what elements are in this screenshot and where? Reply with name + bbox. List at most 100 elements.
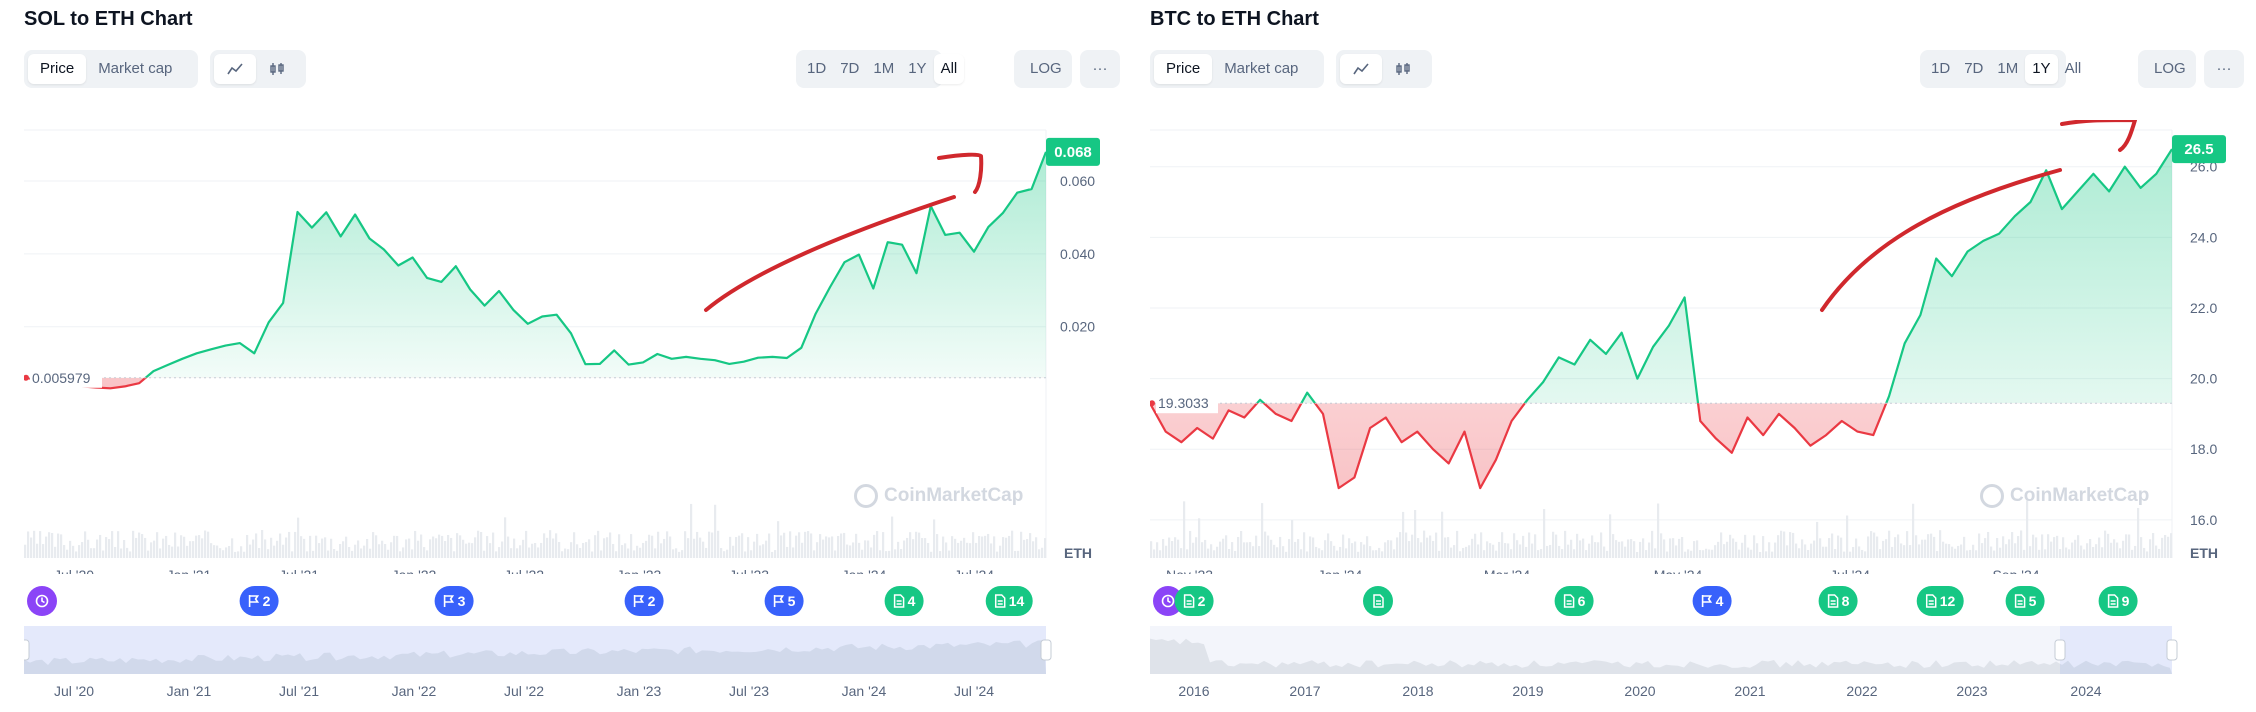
volume-bar bbox=[1744, 534, 1747, 558]
market-cap-tab[interactable]: Market cap bbox=[98, 60, 173, 77]
volume-bar bbox=[792, 547, 795, 558]
volume-bar bbox=[2032, 534, 2035, 558]
volume-bar bbox=[81, 542, 84, 558]
volume-bar bbox=[870, 547, 873, 558]
volume-bar bbox=[1183, 501, 1186, 558]
navigator-handle[interactable] bbox=[1040, 639, 1052, 661]
volume-bar bbox=[1870, 531, 1873, 558]
volume-bar bbox=[345, 536, 348, 558]
line-chart-icon[interactable] bbox=[214, 54, 256, 84]
range-navigator[interactable]: 2016 2017 2018 2019 2020 2021 2022 2023 2024 bbox=[1150, 626, 2250, 706]
volume-bar bbox=[315, 535, 318, 558]
volume-bar bbox=[1249, 542, 1252, 558]
volume-bar bbox=[141, 534, 144, 558]
volume-bar bbox=[2116, 542, 2119, 558]
data-point bbox=[1385, 417, 1387, 419]
data-point bbox=[585, 363, 587, 365]
data-point bbox=[282, 302, 284, 304]
volume-bar bbox=[1026, 539, 1029, 558]
volume-bar bbox=[822, 539, 825, 558]
range-7d[interactable]: 7D bbox=[840, 60, 860, 77]
navigator-handle[interactable] bbox=[24, 639, 30, 661]
price-chart[interactable]: 0.020 0.040 0.060 0.005979 0.068 Jul '20 Jan '… bbox=[24, 120, 1124, 574]
volume-bar bbox=[1837, 535, 1840, 558]
event-marker[interactable] bbox=[27, 586, 57, 616]
range-1m[interactable]: 1M bbox=[1997, 60, 2019, 77]
volume-bar bbox=[2056, 535, 2059, 558]
volume-bar bbox=[942, 536, 945, 558]
volume-bar bbox=[1741, 542, 1744, 558]
volume-bar bbox=[825, 536, 828, 558]
event-marker[interactable]: 4 bbox=[1692, 586, 1732, 616]
document-icon bbox=[1827, 594, 1839, 608]
volume-bar bbox=[1597, 542, 1600, 558]
event-marker[interactable]: 5 bbox=[764, 586, 804, 616]
event-marker[interactable]: 6 bbox=[1554, 586, 1594, 616]
range-all[interactable]: All bbox=[933, 54, 965, 84]
candlestick-icon[interactable] bbox=[256, 54, 298, 84]
event-marker[interactable]: 8 bbox=[1818, 586, 1858, 616]
more-button[interactable]: ··· bbox=[2216, 60, 2232, 77]
y-tick-label: 0.020 bbox=[1060, 319, 1095, 335]
line-chart-icon[interactable] bbox=[1340, 54, 1382, 84]
navigator-handle[interactable] bbox=[2054, 639, 2066, 661]
log-button[interactable]: LOG bbox=[2154, 60, 2186, 77]
range-all[interactable]: All bbox=[2064, 60, 2082, 77]
range-navigator[interactable]: Jul '20 Jan '21 Jul '21 Jan '22 Jul '22 Jan '… bbox=[24, 626, 1124, 706]
volume-bar bbox=[1336, 550, 1339, 558]
data-point bbox=[887, 241, 889, 243]
event-marker[interactable]: 2 bbox=[239, 586, 279, 616]
volume-bar bbox=[1612, 534, 1615, 558]
volume-bar bbox=[1540, 549, 1543, 558]
event-marker[interactable]: 14 bbox=[985, 586, 1033, 616]
volume-bar bbox=[1543, 509, 1546, 558]
event-markers: 2 6 4 8 12 5 9 bbox=[1150, 584, 2250, 624]
event-marker[interactable]: 9 bbox=[2098, 586, 2138, 616]
baseline-dot bbox=[24, 374, 29, 381]
volume-bar bbox=[507, 536, 510, 558]
data-point bbox=[1794, 427, 1796, 429]
flag-icon bbox=[248, 594, 260, 608]
volume-bar bbox=[1720, 532, 1723, 558]
volume-bar bbox=[219, 548, 222, 558]
volume-bar bbox=[1981, 543, 1984, 558]
volume-bar bbox=[1657, 503, 1660, 558]
volume-bar bbox=[1684, 551, 1687, 558]
range-1y[interactable]: 1Y bbox=[2025, 54, 2058, 84]
data-point bbox=[2030, 201, 2032, 203]
volume-bar bbox=[1038, 549, 1041, 558]
log-button[interactable]: LOG bbox=[1030, 60, 1062, 77]
volume-bar bbox=[483, 550, 486, 558]
more-button[interactable]: ··· bbox=[1092, 60, 1108, 77]
event-marker[interactable]: 3 bbox=[434, 586, 474, 616]
volume-bar bbox=[264, 539, 267, 558]
event-marker[interactable]: 12 bbox=[1916, 586, 1964, 616]
range-1d[interactable]: 1D bbox=[1931, 60, 1951, 77]
candlestick-icon[interactable] bbox=[1382, 54, 1424, 84]
event-marker[interactable]: 5 bbox=[2005, 586, 2045, 616]
range-7d[interactable]: 7D bbox=[1964, 60, 1984, 77]
volume-bar bbox=[972, 532, 975, 558]
range-1y[interactable]: 1Y bbox=[908, 60, 927, 77]
volume-bar bbox=[531, 543, 534, 558]
market-cap-tab[interactable]: Market cap bbox=[1224, 60, 1299, 77]
price-tab[interactable]: Price bbox=[1154, 54, 1213, 84]
volume-bar bbox=[1234, 550, 1237, 558]
event-marker[interactable]: 4 bbox=[884, 586, 924, 616]
volume-bar bbox=[1672, 538, 1675, 558]
event-marker[interactable] bbox=[1363, 586, 1393, 616]
volume-bar bbox=[384, 544, 387, 558]
navigator-handle[interactable] bbox=[2166, 639, 2178, 661]
volume-bar bbox=[1378, 547, 1381, 558]
event-marker[interactable]: 2 bbox=[1174, 586, 1214, 616]
flag-icon bbox=[773, 594, 785, 608]
volume-bar bbox=[1486, 541, 1489, 558]
price-tab[interactable]: Price bbox=[28, 54, 87, 84]
range-1m[interactable]: 1M bbox=[873, 60, 895, 77]
range-1d[interactable]: 1D bbox=[807, 60, 827, 77]
volume-bar bbox=[225, 547, 228, 558]
event-marker[interactable]: 2 bbox=[624, 586, 664, 616]
volume-bar bbox=[2086, 543, 2089, 558]
volume-bar bbox=[339, 544, 342, 558]
